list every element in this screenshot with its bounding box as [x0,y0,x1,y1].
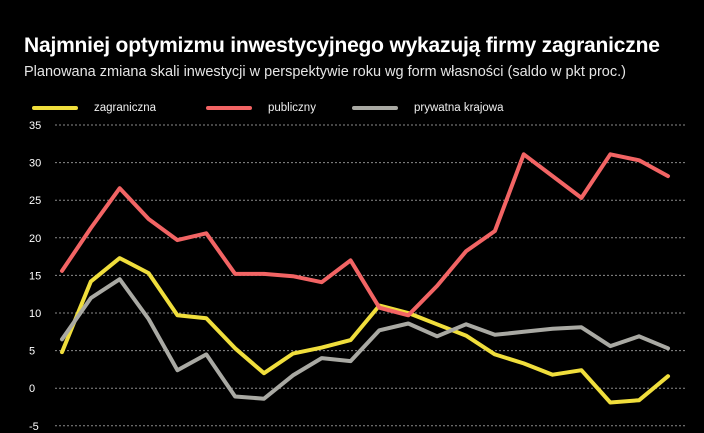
chart-subtitle: Planowana zmiana skali inwestycji w pers… [24,64,626,80]
legend-item-zagraniczna: zagraniczna [32,98,156,118]
y-tick-label: 35 [29,120,41,132]
legend-label-zagraniczna: zagraniczna [94,102,157,114]
y-tick-label: 0 [29,383,35,395]
y-tick-label: 5 [29,346,35,358]
legend-item-publiczny: publiczny [206,98,316,118]
series-line-prywatna-krajowa [60,277,670,401]
y-tick-label: 25 [29,195,41,207]
y-tick-label: -5 [29,421,39,433]
legend-swatch-prywatna-krajowa [352,106,398,110]
legend-label-prywatna-krajowa: prywatna krajowa [414,102,504,114]
y-tick-label: 30 [29,158,41,170]
y-tick-label: 15 [29,270,41,282]
series-line-zagraniczna [60,256,670,405]
legend-swatch-publiczny [206,106,252,110]
legend-label-publiczny: publiczny [268,102,316,114]
series-line-publiczny [60,152,670,318]
legend-swatch-zagraniczna [32,106,78,110]
y-tick-label: 10 [29,308,41,320]
y-tick-label: 20 [29,233,41,245]
chart-legend: zagraniczna publiczny prywatna krajowa [32,98,692,118]
legend-item-prywatna-krajowa: prywatna krajowa [352,98,503,118]
chart-title: Najmniej optymizmu inwestycyjnego wykazu… [24,34,660,57]
